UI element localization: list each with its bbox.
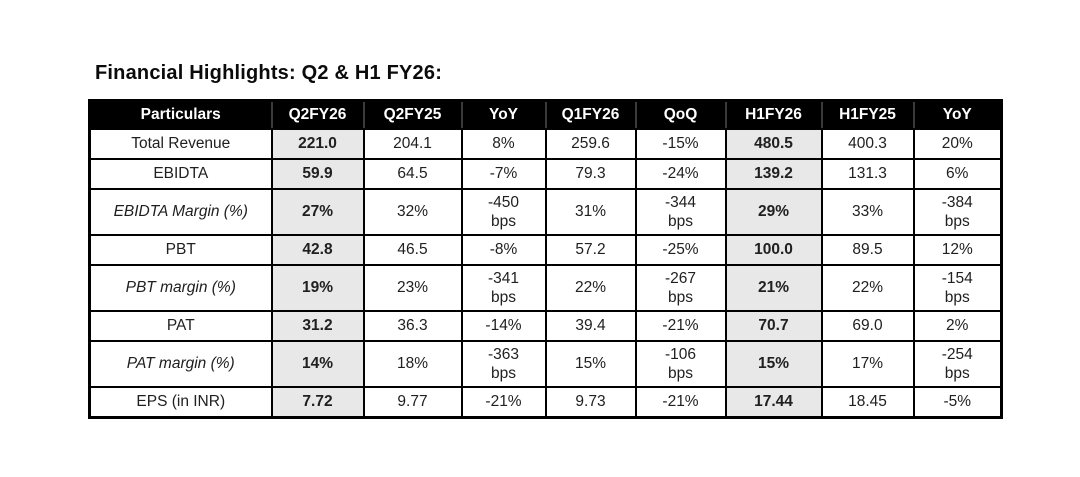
cell-value: 259.6	[544, 128, 637, 160]
table-row: PBT margin (%) 19% 23% -341 bps 22% -267 bps 2…	[88, 264, 1003, 312]
financial-highlights-table: Particulars Q2FY26 Q2FY25 YoY Q1FY26 QoQ H1FY2…	[88, 99, 1003, 419]
table-body: Total Revenue 221.0 204.1 8% 259.6 -15% 480.5 4…	[88, 128, 1003, 418]
cell-value: -106 bps	[634, 340, 727, 388]
cell-value: 22%	[820, 264, 915, 312]
cell-value: -7%	[460, 158, 547, 190]
cell-value: 19%	[270, 264, 365, 312]
row-label: PAT	[88, 310, 273, 342]
column-header: Particulars	[88, 99, 273, 130]
table-row: EPS (in INR) 7.72 9.77 -21% 9.73 -21% 17.44 18.…	[88, 386, 1003, 418]
column-header: YoY	[912, 99, 1003, 130]
column-header: QoQ	[634, 99, 727, 130]
cell-value: 29%	[724, 188, 823, 236]
cell-value: 12%	[912, 234, 1003, 266]
cell-value: 8%	[460, 128, 547, 160]
cell-value: 33%	[820, 188, 915, 236]
cell-value: -24%	[634, 158, 727, 190]
cell-value: -450 bps	[460, 188, 547, 236]
column-header: Q1FY26	[544, 99, 637, 130]
cell-value: 15%	[544, 340, 637, 388]
row-label: EBIDTA	[88, 158, 273, 190]
column-header: H1FY25	[820, 99, 915, 130]
cell-value: 18%	[362, 340, 463, 388]
cell-value: 69.0	[820, 310, 915, 342]
table-row: EBIDTA Margin (%) 27% 32% -450 bps 31% -344 b…	[88, 188, 1003, 236]
column-header: YoY	[460, 99, 547, 130]
cell-value: 2%	[912, 310, 1003, 342]
cell-value: 57.2	[544, 234, 637, 266]
column-header: H1FY26	[724, 99, 823, 130]
table-row: Total Revenue 221.0 204.1 8% 259.6 -15% 480.5 4…	[88, 128, 1003, 160]
cell-value: -384 bps	[912, 188, 1003, 236]
column-header: Q2FY26	[270, 99, 365, 130]
cell-value: -267 bps	[634, 264, 727, 312]
cell-value: 204.1	[362, 128, 463, 160]
row-label: PBT	[88, 234, 273, 266]
cell-value: 59.9	[270, 158, 365, 190]
row-label: PAT margin (%)	[88, 340, 273, 388]
cell-value: 18.45	[820, 386, 915, 418]
cell-value: 221.0	[270, 128, 365, 160]
cell-value: 400.3	[820, 128, 915, 160]
cell-value: -21%	[634, 386, 727, 418]
header-row: Particulars Q2FY26 Q2FY25 YoY Q1FY26 QoQ H1FY2…	[88, 99, 1003, 130]
cell-value: 7.72	[270, 386, 365, 418]
cell-value: 42.8	[270, 234, 365, 266]
cell-value: -5%	[912, 386, 1003, 418]
cell-value: 14%	[270, 340, 365, 388]
cell-value: -14%	[460, 310, 547, 342]
cell-value: 20%	[912, 128, 1003, 160]
cell-value: 131.3	[820, 158, 915, 190]
cell-value: 17%	[820, 340, 915, 388]
cell-value: -8%	[460, 234, 547, 266]
cell-value: -15%	[634, 128, 727, 160]
cell-value: -341 bps	[460, 264, 547, 312]
cell-value: 480.5	[724, 128, 823, 160]
table-row: PAT 31.2 36.3 -14% 39.4 -21% 70.7 69.0 2%	[88, 310, 1003, 342]
cell-value: 32%	[362, 188, 463, 236]
cell-value: 36.3	[362, 310, 463, 342]
cell-value: 70.7	[724, 310, 823, 342]
page-title: Financial Highlights: Q2 & H1 FY26:	[95, 62, 443, 84]
cell-value: -25%	[634, 234, 727, 266]
cell-value: 79.3	[544, 158, 637, 190]
cell-value: 27%	[270, 188, 365, 236]
table-row: PBT 42.8 46.5 -8% 57.2 -25% 100.0 89.5 12%	[88, 234, 1003, 266]
cell-value: 64.5	[362, 158, 463, 190]
cell-value: 21%	[724, 264, 823, 312]
cell-value: 15%	[724, 340, 823, 388]
cell-value: 46.5	[362, 234, 463, 266]
cell-value: 100.0	[724, 234, 823, 266]
cell-value: 39.4	[544, 310, 637, 342]
row-label: Total Revenue	[88, 128, 273, 160]
cell-value: 17.44	[724, 386, 823, 418]
cell-value: -363 bps	[460, 340, 547, 388]
cell-value: 89.5	[820, 234, 915, 266]
cell-value: 23%	[362, 264, 463, 312]
row-label: EBIDTA Margin (%)	[88, 188, 273, 236]
row-label: PBT margin (%)	[88, 264, 273, 312]
cell-value: 22%	[544, 264, 637, 312]
table-row: EBIDTA 59.9 64.5 -7% 79.3 -24% 139.2 131.3 6%	[88, 158, 1003, 190]
cell-value: 139.2	[724, 158, 823, 190]
cell-value: 31.2	[270, 310, 365, 342]
cell-value: -21%	[634, 310, 727, 342]
row-label: EPS (in INR)	[88, 386, 273, 418]
cell-value: 31%	[544, 188, 637, 236]
cell-value: -154 bps	[912, 264, 1003, 312]
cell-value: -344 bps	[634, 188, 727, 236]
cell-value: -21%	[460, 386, 547, 418]
column-header: Q2FY25	[362, 99, 463, 130]
cell-value: 9.73	[544, 386, 637, 418]
cell-value: -254 bps	[912, 340, 1003, 388]
table-row: PAT margin (%) 14% 18% -363 bps 15% -106 bps 1…	[88, 340, 1003, 388]
cell-value: 6%	[912, 158, 1003, 190]
cell-value: 9.77	[362, 386, 463, 418]
